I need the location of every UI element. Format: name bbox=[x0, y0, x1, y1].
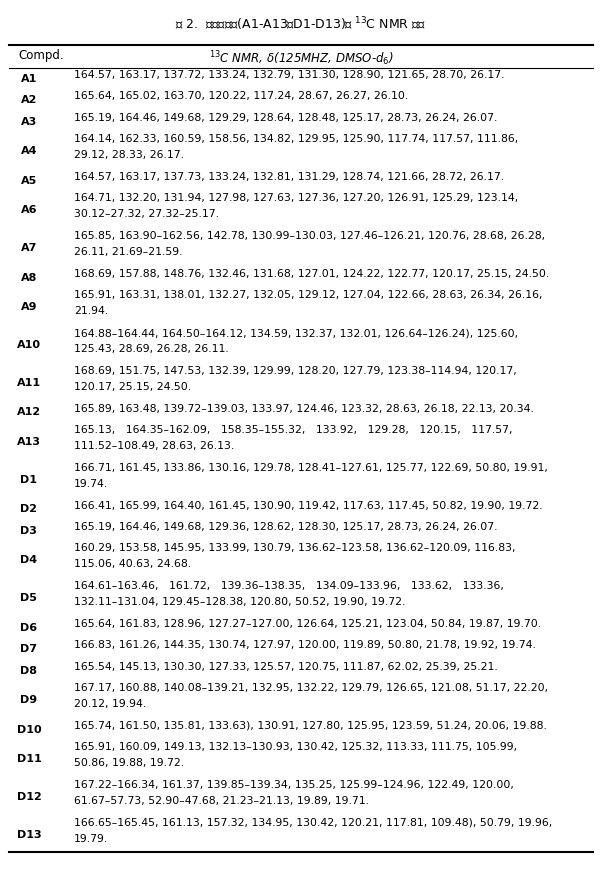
Text: D5: D5 bbox=[20, 593, 37, 603]
Text: 19.79.: 19.79. bbox=[74, 834, 108, 844]
Text: D6: D6 bbox=[20, 622, 37, 633]
Text: 29.12, 28.33, 26.17.: 29.12, 28.33, 26.17. bbox=[74, 150, 184, 160]
Text: 165.19, 164.46, 149.68, 129.36, 128.62, 128.30, 125.17, 28.73, 26.24, 26.07.: 165.19, 164.46, 149.68, 129.36, 128.62, … bbox=[74, 522, 497, 532]
Text: 164.61–163.46,   161.72,   139.36–138.35,   134.09–133.96,   133.62,   133.36,: 164.61–163.46, 161.72, 139.36–138.35, 13… bbox=[74, 581, 504, 591]
Text: D11: D11 bbox=[16, 754, 42, 764]
Text: A13: A13 bbox=[17, 437, 41, 447]
Text: 164.71, 132.20, 131.94, 127.98, 127.63, 127.36, 127.20, 126.91, 125.29, 123.14,: 164.71, 132.20, 131.94, 127.98, 127.63, … bbox=[74, 193, 518, 203]
Text: 30.12–27.32, 27.32–25.17.: 30.12–27.32, 27.32–25.17. bbox=[74, 210, 219, 219]
Text: 61.67–57.73, 52.90–47.68, 21.23–21.13, 19.89, 19.71.: 61.67–57.73, 52.90–47.68, 21.23–21.13, 1… bbox=[74, 796, 369, 806]
Text: 120.17, 25.15, 24.50.: 120.17, 25.15, 24.50. bbox=[74, 382, 191, 392]
Text: D7: D7 bbox=[20, 644, 37, 654]
Text: 165.19, 164.46, 149.68, 129.29, 128.64, 128.48, 125.17, 28.73, 26.24, 26.07.: 165.19, 164.46, 149.68, 129.29, 128.64, … bbox=[74, 113, 497, 123]
Text: A3: A3 bbox=[21, 116, 37, 127]
Text: 165.74, 161.50, 135.81, 133.63), 130.91, 127.80, 125.95, 123.59, 51.24, 20.06, 1: 165.74, 161.50, 135.81, 133.63), 130.91,… bbox=[74, 721, 547, 731]
Text: A11: A11 bbox=[17, 378, 41, 388]
Text: 166.41, 165.99, 164.40, 161.45, 130.90, 119.42, 117.63, 117.45, 50.82, 19.90, 19: 166.41, 165.99, 164.40, 161.45, 130.90, … bbox=[74, 501, 542, 511]
Text: A6: A6 bbox=[20, 205, 37, 216]
Text: 166.65–165.45, 161.13, 157.32, 134.95, 130.42, 120.21, 117.81, 109.48), 50.79, 1: 166.65–165.45, 161.13, 157.32, 134.95, 1… bbox=[74, 818, 552, 828]
Text: 165.54, 145.13, 130.30, 127.33, 125.57, 120.75, 111.87, 62.02, 25.39, 25.21.: 165.54, 145.13, 130.30, 127.33, 125.57, … bbox=[74, 662, 498, 672]
Text: 167.22–166.34, 161.37, 139.85–139.34, 135.25, 125.99–124.96, 122.49, 120.00,: 167.22–166.34, 161.37, 139.85–139.34, 13… bbox=[74, 780, 514, 790]
Text: 表 2.  目标化合物(A1-A13、D1-D13)的 $^{13}$C NMR 数据: 表 2. 目标化合物(A1-A13、D1-D13)的 $^{13}$C NMR … bbox=[175, 16, 427, 33]
Text: 165.91, 160.09, 149.13, 132.13–130.93, 130.42, 125.32, 113.33, 111.75, 105.99,: 165.91, 160.09, 149.13, 132.13–130.93, 1… bbox=[74, 742, 517, 753]
Text: D8: D8 bbox=[20, 665, 37, 676]
Text: 160.29, 153.58, 145.95, 133.99, 130.79, 136.62–123.58, 136.62–120.09, 116.83,: 160.29, 153.58, 145.95, 133.99, 130.79, … bbox=[74, 544, 515, 553]
Text: A9: A9 bbox=[20, 302, 37, 313]
Text: A8: A8 bbox=[20, 272, 37, 283]
Text: 21.94.: 21.94. bbox=[74, 306, 108, 316]
Text: D12: D12 bbox=[16, 792, 42, 802]
Text: 166.71, 161.45, 133.86, 130.16, 129.78, 128.41–127.61, 125.77, 122.69, 50.80, 19: 166.71, 161.45, 133.86, 130.16, 129.78, … bbox=[74, 463, 548, 473]
Text: D3: D3 bbox=[20, 526, 37, 536]
Text: 167.17, 160.88, 140.08–139.21, 132.95, 132.22, 129.79, 126.65, 121.08, 51.17, 22: 167.17, 160.88, 140.08–139.21, 132.95, 1… bbox=[74, 684, 548, 693]
Text: 19.74.: 19.74. bbox=[74, 479, 108, 489]
Text: D1: D1 bbox=[20, 475, 37, 485]
Text: A12: A12 bbox=[17, 408, 41, 417]
Text: 165.89, 163.48, 139.72–139.03, 133.97, 124.46, 123.32, 28.63, 26.18, 22.13, 20.3: 165.89, 163.48, 139.72–139.03, 133.97, 1… bbox=[74, 403, 534, 414]
Text: 125.43, 28.69, 26.28, 26.11.: 125.43, 28.69, 26.28, 26.11. bbox=[74, 344, 229, 354]
Text: 166.83, 161.26, 144.35, 130.74, 127.97, 120.00, 119.89, 50.80, 21.78, 19.92, 19.: 166.83, 161.26, 144.35, 130.74, 127.97, … bbox=[74, 641, 536, 650]
Text: 115.06, 40.63, 24.68.: 115.06, 40.63, 24.68. bbox=[74, 560, 191, 569]
Text: D4: D4 bbox=[20, 555, 37, 566]
Text: 20.12, 19.94.: 20.12, 19.94. bbox=[74, 699, 146, 709]
Text: A5: A5 bbox=[21, 175, 37, 186]
Text: D9: D9 bbox=[20, 695, 37, 705]
Text: 50.86, 19.88, 19.72.: 50.86, 19.88, 19.72. bbox=[74, 759, 184, 768]
Text: 165.91, 163.31, 138.01, 132.27, 132.05, 129.12, 127.04, 122.66, 28.63, 26.34, 26: 165.91, 163.31, 138.01, 132.27, 132.05, … bbox=[74, 291, 542, 300]
Text: 165.64, 161.83, 128.96, 127.27–127.00, 126.64, 125.21, 123.04, 50.84, 19.87, 19.: 165.64, 161.83, 128.96, 127.27–127.00, 1… bbox=[74, 619, 541, 629]
Text: A1: A1 bbox=[20, 74, 37, 84]
Text: D13: D13 bbox=[17, 830, 41, 840]
Text: 111.52–108.49, 28.63, 26.13.: 111.52–108.49, 28.63, 26.13. bbox=[74, 441, 234, 451]
Text: 26.11, 21.69–21.59.: 26.11, 21.69–21.59. bbox=[74, 247, 182, 257]
Text: D2: D2 bbox=[20, 505, 37, 514]
Text: 165.13,   164.35–162.09,   158.35–155.32,   133.92,   129.28,   120.15,   117.57: 165.13, 164.35–162.09, 158.35–155.32, 13… bbox=[74, 425, 512, 435]
Text: 164.57, 163.17, 137.72, 133.24, 132.79, 131.30, 128.90, 121.65, 28.70, 26.17.: 164.57, 163.17, 137.72, 133.24, 132.79, … bbox=[74, 70, 504, 80]
Text: Compd.: Compd. bbox=[18, 49, 64, 62]
Text: $^{13}$C NMR, $\delta$(125MHZ, DMSO-$d_6$): $^{13}$C NMR, $\delta$(125MHZ, DMSO-$d_6… bbox=[209, 49, 393, 67]
Text: 165.64, 165.02, 163.70, 120.22, 117.24, 28.67, 26.27, 26.10.: 165.64, 165.02, 163.70, 120.22, 117.24, … bbox=[74, 92, 408, 101]
Text: 132.11–131.04, 129.45–128.38, 120.80, 50.52, 19.90, 19.72.: 132.11–131.04, 129.45–128.38, 120.80, 50… bbox=[74, 597, 405, 608]
Text: 165.85, 163.90–162.56, 142.78, 130.99–130.03, 127.46–126.21, 120.76, 28.68, 26.2: 165.85, 163.90–162.56, 142.78, 130.99–13… bbox=[74, 231, 545, 241]
Text: 164.88–164.44, 164.50–164.12, 134.59, 132.37, 132.01, 126.64–126.24), 125.60,: 164.88–164.44, 164.50–164.12, 134.59, 13… bbox=[74, 328, 518, 338]
Text: 164.57, 163.17, 137.73, 133.24, 132.81, 131.29, 128.74, 121.66, 28.72, 26.17.: 164.57, 163.17, 137.73, 133.24, 132.81, … bbox=[74, 172, 504, 182]
Text: 168.69, 151.75, 147.53, 132.39, 129.99, 128.20, 127.79, 123.38–114.94, 120.17,: 168.69, 151.75, 147.53, 132.39, 129.99, … bbox=[74, 366, 517, 376]
Text: A10: A10 bbox=[17, 340, 41, 350]
Text: 164.14, 162.33, 160.59, 158.56, 134.82, 129.95, 125.90, 117.74, 117.57, 111.86,: 164.14, 162.33, 160.59, 158.56, 134.82, … bbox=[74, 134, 518, 144]
Text: 168.69, 157.88, 148.76, 132.46, 131.68, 127.01, 124.22, 122.77, 120.17, 25.15, 2: 168.69, 157.88, 148.76, 132.46, 131.68, … bbox=[74, 269, 549, 279]
Text: A7: A7 bbox=[20, 243, 37, 253]
Text: D10: D10 bbox=[17, 725, 41, 735]
Text: A4: A4 bbox=[20, 146, 37, 156]
Text: A2: A2 bbox=[20, 95, 37, 105]
